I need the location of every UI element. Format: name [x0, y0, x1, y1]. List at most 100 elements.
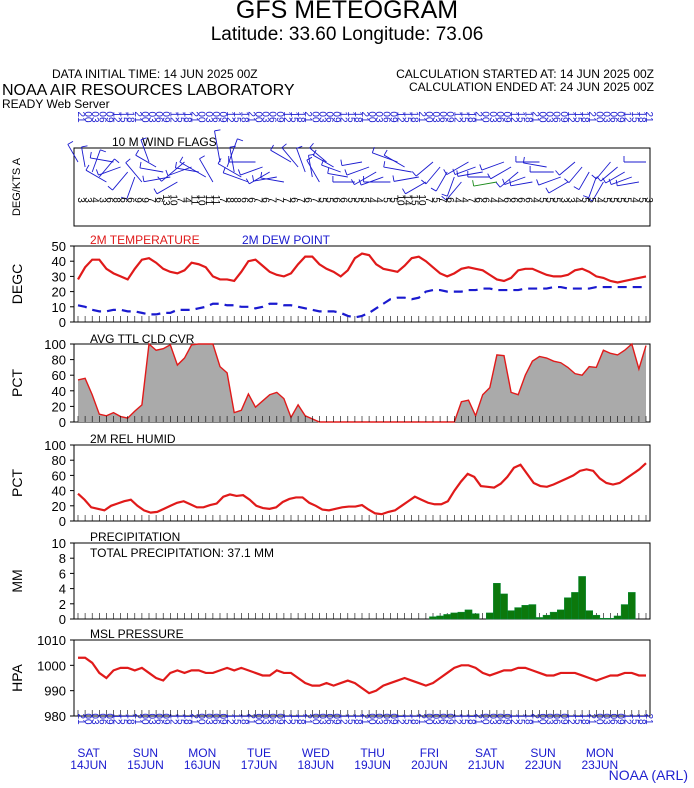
top-hour-label: 12: [224, 111, 235, 123]
wind-speed-label: 4: [487, 197, 498, 203]
precip-bar: [613, 615, 622, 620]
day-of-week-label: SAT: [77, 746, 100, 760]
wind-speed-label: 6: [288, 197, 299, 203]
wind-barb-flag: [107, 185, 113, 191]
bottom-hour-label: 06: [437, 713, 448, 725]
pressure-panel-frame: [73, 639, 651, 717]
wind-speed-label: 5: [380, 197, 391, 203]
wind-barb-flag: [260, 171, 263, 178]
wind-barb: [446, 161, 469, 175]
wind-barb: [435, 171, 448, 192]
wind-speed-label: 7: [217, 197, 228, 203]
top-hour-label: 12: [508, 111, 519, 123]
top-hour-label: 18: [579, 111, 590, 123]
bottom-hour-label: 15: [458, 713, 469, 725]
wind-speed-label: 3: [75, 197, 86, 203]
wind-barb: [454, 166, 476, 175]
wind-speed-label: 3: [558, 197, 569, 203]
bottom-hour-label: 18: [125, 713, 136, 725]
wind-speed-label: 6: [473, 197, 484, 203]
bottom-hour-label: 03: [544, 713, 555, 725]
wind-speed-label: 4: [182, 197, 193, 203]
wind-barb-flag: [344, 169, 348, 176]
top-hour-label: 21: [529, 111, 540, 123]
bottom-hour-label: 03: [487, 713, 498, 725]
top-hour-label: 15: [629, 111, 640, 123]
wind-barb-flag: [100, 149, 107, 153]
wind-barb-flag: [125, 158, 131, 164]
bottom-hour-label: 09: [444, 713, 455, 725]
y-tick-label: 30: [52, 269, 66, 284]
top-hour-label: 15: [572, 111, 583, 123]
wind-barb-flag: [487, 173, 492, 180]
wind-barb-flag: [67, 140, 74, 145]
bottom-hour-label: 00: [82, 713, 93, 725]
server-name: READY Web Server: [2, 97, 110, 111]
wind-barb-flag: [139, 161, 142, 168]
wind-barb-flag: [472, 180, 475, 187]
y-tick-label: 0: [59, 514, 66, 529]
wind-barb: [588, 176, 597, 198]
wind-barb: [425, 166, 441, 185]
calculation-started: CALCULATION STARTED AT: 14 JUN 2025 00Z: [396, 67, 654, 81]
bottom-hour-label: 21: [302, 713, 313, 725]
wind-speed-label: 7: [274, 197, 285, 203]
top-hour-label: 18: [522, 111, 533, 123]
wind-barb-flag: [383, 161, 386, 168]
wind-barb: [321, 164, 341, 173]
wind-speed-label: 11: [189, 195, 200, 206]
day-date-label: 21JUN: [468, 758, 505, 772]
wind-speed-label: 5: [345, 197, 356, 203]
wind-barb: [217, 163, 242, 178]
wind-speed-label: 10: [167, 194, 178, 206]
wind-barb-flag: [95, 169, 99, 176]
top-hour-label: 03: [203, 111, 214, 123]
wind-speed-label: 7: [437, 197, 448, 203]
bottom-hour-label: 12: [224, 713, 235, 725]
wind-speed-label: 4: [529, 197, 540, 203]
bottom-hour-label: 06: [210, 713, 221, 725]
top-hour-label: 09: [103, 111, 114, 123]
y-tick-label: 20: [52, 499, 66, 514]
wind-barb-flag: [479, 164, 483, 171]
wind-barb: [156, 181, 178, 195]
precip-bar: [620, 604, 629, 620]
bottom-hour-label: 06: [153, 713, 164, 725]
top-hour-label: 06: [551, 111, 562, 123]
top-hour-label: 12: [565, 111, 576, 123]
precip-bar: [429, 616, 437, 620]
top-hour-label: 09: [274, 111, 285, 123]
top-hour-label: 09: [444, 111, 455, 123]
data-initial-time: DATA INITIAL TIME: 14 JUN 2025 00Z: [52, 67, 258, 81]
wind-speed-label: 6: [501, 197, 512, 203]
day-date-label: 19JUN: [354, 758, 391, 772]
wind-speed-label: 5: [544, 197, 555, 203]
wind-barb: [445, 181, 462, 201]
top-hour-label: 18: [295, 111, 306, 123]
rh-panel-title: 2M REL HUMID: [90, 432, 176, 446]
top-hour-label: 12: [451, 111, 462, 123]
precip-bar: [507, 610, 515, 620]
wind-barb-flag: [153, 188, 158, 195]
bottom-hour-label: 18: [466, 713, 477, 725]
top-hour-label: 03: [430, 111, 441, 123]
top-hour-label: 00: [139, 111, 150, 123]
wind-speed-label: 5: [579, 197, 590, 203]
wind-speed-label: 9: [139, 197, 150, 203]
wind-barb: [281, 147, 299, 168]
wind-speed-label: 7: [267, 197, 278, 203]
dewpoint-series-line: [77, 285, 646, 319]
wind-barb-flag: [392, 175, 395, 182]
bottom-hour-label: 12: [622, 713, 633, 725]
top-hour-label: 21: [643, 111, 654, 123]
bottom-hour-label: 03: [260, 713, 271, 725]
wind-barb: [260, 177, 284, 183]
wind-barb: [393, 176, 419, 182]
bottom-hour-label: 12: [565, 713, 576, 725]
bottom-hour-label: 00: [309, 713, 320, 725]
wind-barb: [559, 161, 576, 176]
wind-barb: [346, 166, 370, 176]
bottom-hour-label: 03: [89, 713, 100, 725]
wind-barb: [405, 181, 427, 195]
bottom-hour-label: 15: [629, 713, 640, 725]
